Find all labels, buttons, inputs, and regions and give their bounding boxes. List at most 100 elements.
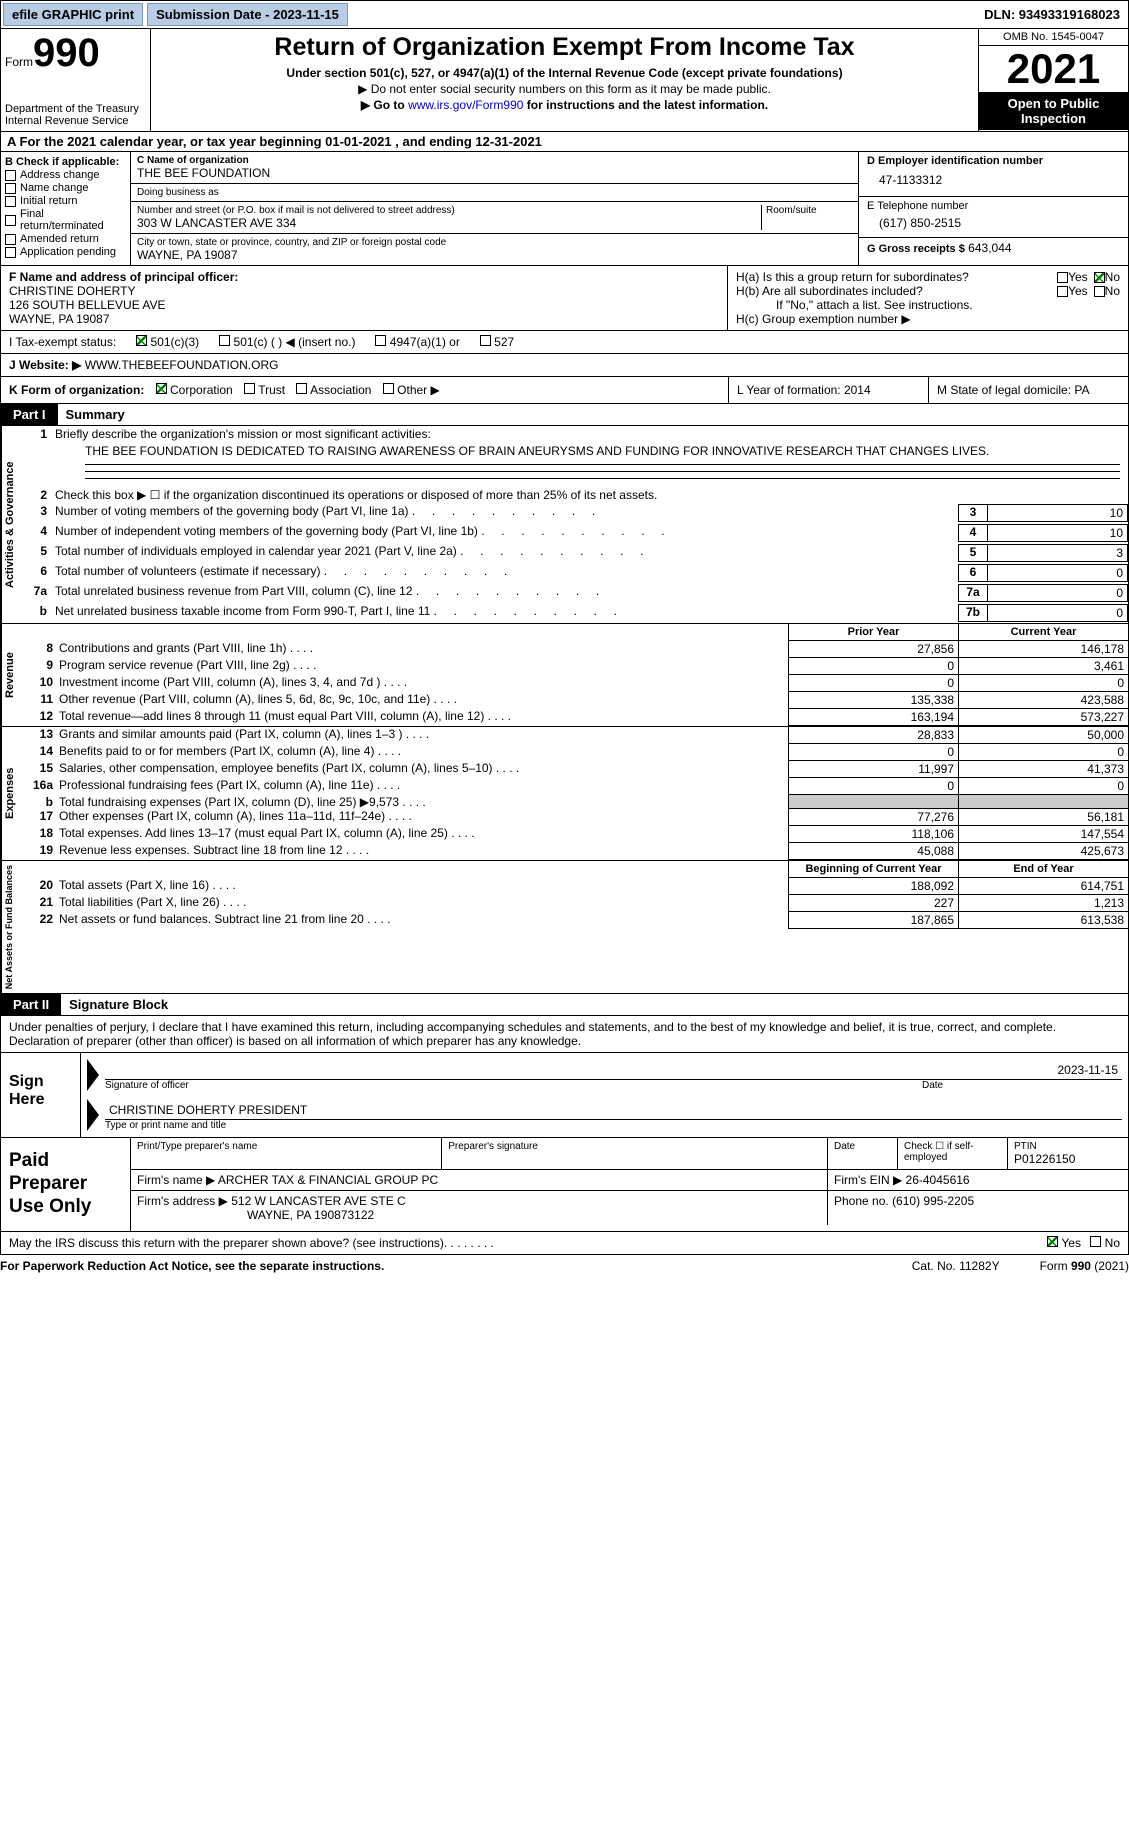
officer-name: CHRISTINE DOHERTY [9,284,135,298]
chk-initial[interactable]: Initial return [5,195,126,207]
top-bar: efile GRAPHIC print Submission Date - 20… [0,0,1129,29]
phone: (617) 850-2515 [867,212,1120,234]
part1-badge: Part I [1,404,58,425]
room-label: Room/suite [766,205,852,216]
chk-final[interactable]: Final return/terminated [5,208,126,232]
chk-assoc[interactable] [296,383,307,394]
chk-corp[interactable] [156,383,167,394]
officer-addr2: WAYNE, PA 19087 [9,312,110,326]
chk-address-change[interactable]: Address change [5,169,126,181]
dept-label: Department of the Treasury Internal Reve… [5,103,146,127]
form-header: Form990 Department of the Treasury Inter… [0,29,1129,132]
preparer-label: Paid Preparer Use Only [1,1138,131,1230]
signature-intro: Under penalties of perjury, I declare th… [0,1016,1129,1053]
form-ref: Form 990 (2021) [1040,1259,1129,1273]
discuss-no[interactable] [1090,1236,1101,1247]
j-label: J Website: ▶ [9,358,81,372]
prep-selfemp: Check ☐ if self-employed [898,1138,1008,1169]
chk-amended[interactable]: Amended return [5,233,126,245]
part2-header: Part II Signature Block [0,994,1129,1016]
line1-label: Briefly describe the organization's miss… [55,427,1128,441]
year-formation: L Year of formation: 2014 [728,377,928,403]
firm-name: ARCHER TAX & FINANCIAL GROUP PC [218,1173,438,1187]
discuss-row: May the IRS discuss this return with the… [0,1232,1129,1255]
part2-title: Signature Block [61,994,176,1015]
governance-section: Activities & Governance 1Briefly describ… [0,426,1129,624]
hb-yes[interactable] [1057,286,1068,297]
hb-no[interactable] [1094,286,1105,297]
chk-trust[interactable] [244,383,255,394]
c-name-label: C Name of organization [137,155,852,166]
chk-pending[interactable]: Application pending [5,246,126,258]
dba-label: Doing business as [137,187,852,198]
website-row: J Website: ▶ WWW.THEBEEFOUNDATION.ORG [0,354,1129,377]
chk-527[interactable] [480,335,491,346]
chk-501c3[interactable] [136,335,147,346]
officer-section: F Name and address of principal officer:… [0,266,1129,331]
gov-tab: Activities & Governance [1,426,25,623]
prior-year-hdr: Prior Year [788,624,958,641]
ha-no[interactable] [1094,272,1105,283]
fin-line-b: bTotal fundraising expenses (Part IX, co… [25,795,1128,809]
mission-text: THE BEE FOUNDATION IS DEDICATED TO RAISI… [85,444,989,458]
tax-status-row: I Tax-exempt status: 501(c)(3) 501(c) ( … [0,331,1129,354]
street-label: Number and street (or P.O. box if mail i… [137,205,757,216]
fin-line-19: 19Revenue less expenses. Subtract line 1… [25,843,1128,860]
part1-title: Summary [58,404,133,425]
fin-line-14: 14Benefits paid to or for members (Part … [25,744,1128,761]
dln: DLN: 93493319168023 [976,4,1128,25]
discuss-q: May the IRS discuss this return with the… [9,1236,444,1250]
prep-name-lbl: Print/Type preparer's name [137,1141,435,1152]
summary-line-5: 5Total number of individuals employed in… [25,543,1128,563]
form-note-1: ▶ Do not enter social security numbers o… [155,82,974,96]
discuss-yes[interactable] [1047,1236,1058,1247]
ptin-label: PTIN [1014,1141,1122,1152]
chk-4947[interactable] [375,335,386,346]
firm-addr1: 512 W LANCASTER AVE STE C [231,1194,406,1208]
net-assets-section: Net Assets or Fund Balances Beginning of… [0,861,1129,994]
net-tab: Net Assets or Fund Balances [1,861,25,993]
current-year-hdr: Current Year [958,624,1128,641]
omb-number: OMB No. 1545-0047 [979,29,1128,46]
end-year-hdr: End of Year [958,861,1128,878]
fin-line-20: 20Total assets (Part X, line 16) . . . .… [25,878,1128,895]
irs-link[interactable]: www.irs.gov/Form990 [408,98,523,112]
sig-name-label: Type or print name and title [105,1120,1122,1131]
k-label: K Form of organization: [9,383,144,397]
chk-other[interactable] [383,383,394,394]
form-label: Form [5,55,33,69]
exp-tab: Expenses [1,727,25,860]
form-subtitle: Under section 501(c), 527, or 4947(a)(1)… [155,66,974,80]
fin-line-8: 8Contributions and grants (Part VIII, li… [25,641,1128,658]
paperwork-notice: For Paperwork Reduction Act Notice, see … [0,1259,384,1273]
form-number: 990 [33,31,100,75]
part1-header: Part I Summary [0,404,1129,426]
summary-line-6: 6Total number of volunteers (estimate if… [25,563,1128,583]
signature-block: Sign Here 2023-11-15 Signature of office… [0,1053,1129,1138]
efile-button[interactable]: efile GRAPHIC print [3,3,143,26]
ha-label: H(a) Is this a group return for subordin… [736,270,1057,284]
fin-line-12: 12Total revenue—add lines 8 through 11 (… [25,709,1128,726]
sign-here-label: Sign Here [1,1053,81,1137]
rev-tab: Revenue [1,624,25,726]
ptin: P01226150 [1014,1152,1122,1166]
prep-sig-lbl: Preparer's signature [448,1141,821,1152]
tax-year: 2021 [979,46,1128,92]
cat-no: Cat. No. 11282Y [912,1259,1000,1273]
form-title: Return of Organization Exempt From Incom… [155,33,974,62]
fin-line-17: 17Other expenses (Part IX, column (A), l… [25,809,1128,826]
chk-name-change[interactable]: Name change [5,182,126,194]
arrow-icon [87,1099,99,1131]
chk-501c[interactable] [219,335,230,346]
sig-date: 2023-11-15 [1058,1063,1119,1077]
arrow-icon [87,1059,99,1091]
street: 303 W LANCASTER AVE 334 [137,216,757,230]
ein: 47-1133312 [867,167,1120,193]
ha-yes[interactable] [1057,272,1068,283]
fin-line-13: 13Grants and similar amounts paid (Part … [25,727,1128,744]
summary-line-4: 4Number of independent voting members of… [25,523,1128,543]
page-footer: For Paperwork Reduction Act Notice, see … [0,1255,1129,1277]
summary-line-7b: bNet unrelated business taxable income f… [25,603,1128,623]
b-label: B Check if applicable: [5,156,126,168]
hb-note: If "No," attach a list. See instructions… [736,298,1120,312]
